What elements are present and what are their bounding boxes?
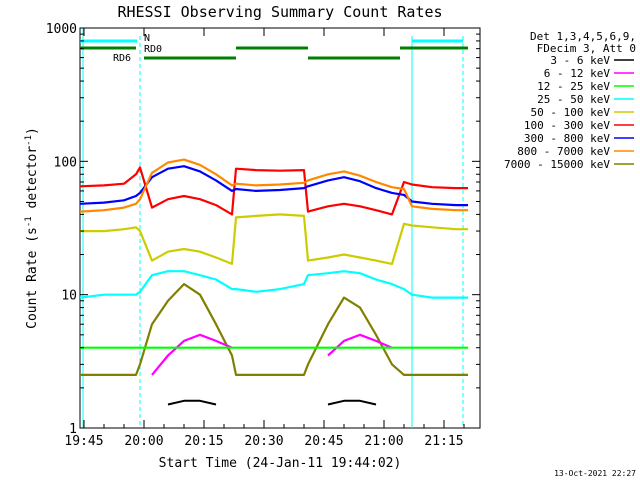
legend-header-line: Det 1,3,4,5,6,9, [530, 30, 636, 43]
y-tick-label: 10 [61, 289, 77, 304]
series-line-6-12-kev [151, 333, 393, 376]
series-line-100-300-kev [80, 166, 468, 216]
x-tick-label: 20:30 [244, 434, 283, 449]
series-line-800-7000-kev [80, 158, 468, 213]
rd6-label: RD6 [113, 53, 131, 64]
y-tick-label: 1000 [46, 22, 77, 37]
legend-label: 3 - 6 keV [550, 54, 610, 67]
x-tick-label: 20:00 [124, 434, 163, 449]
y-tick-label: 100 [54, 155, 77, 170]
legend-label: 300 - 800 keV [524, 132, 610, 145]
night-label: N [144, 33, 150, 44]
legend-label: 7000 - 15000 keV [504, 158, 610, 171]
series-line-50-100-kev [80, 213, 468, 265]
y-label-part1: Count Rate (s [25, 227, 40, 329]
x-tick-label: 20:15 [184, 434, 223, 449]
x-tick-label: 20:45 [304, 434, 343, 449]
legend-label: 25 - 50 keV [537, 93, 610, 106]
y-tick-label: 1 [69, 422, 77, 437]
x-tick-label: 21:15 [424, 434, 463, 449]
generated-timestamp: 13-Oct-2021 22:27 [554, 469, 636, 478]
series-line-3-6-kev [167, 399, 377, 406]
axes-layer: 19:45 20:00 20:15 20:30 20:45 21:00 21:15 1 10 10… [46, 22, 480, 449]
x-tick-label: 21:00 [364, 434, 403, 449]
chart-title: RHESSI Observing Summary Count Rates [117, 3, 442, 21]
x-tick-label: 19:45 [64, 434, 103, 449]
legend-label: 50 - 100 keV [531, 106, 611, 119]
y-label-part2: detector [25, 146, 40, 217]
series-line-7000-15000-kev [80, 283, 468, 376]
legend-label: 100 - 300 keV [524, 119, 610, 132]
legend-label: 12 - 25 keV [537, 80, 610, 93]
y-axis-label: Count Rate (s-1 detector-1) [24, 127, 40, 329]
series-line-300-800-kev [80, 165, 468, 207]
legend-header-line: FDecim 3, Att 0 [537, 42, 636, 55]
series-line-25-50-kev [80, 270, 468, 299]
rd0-label: RD0 [144, 44, 162, 55]
y-label-sup1: -1 [24, 216, 34, 227]
series-layer [80, 158, 468, 406]
y-label-sup2: -1 [24, 135, 34, 146]
x-axis-label: Start Time (24-Jan-11 19:44:02) [159, 456, 402, 471]
legend-label: 800 - 7000 keV [517, 145, 610, 158]
legend-label: 6 - 12 keV [544, 67, 611, 80]
legend: Det 1,3,4,5,6,9,FDecim 3, Att 03 - 6 keV… [504, 30, 636, 171]
y-label-part3: ) [25, 127, 40, 135]
plot-frame [79, 27, 481, 429]
